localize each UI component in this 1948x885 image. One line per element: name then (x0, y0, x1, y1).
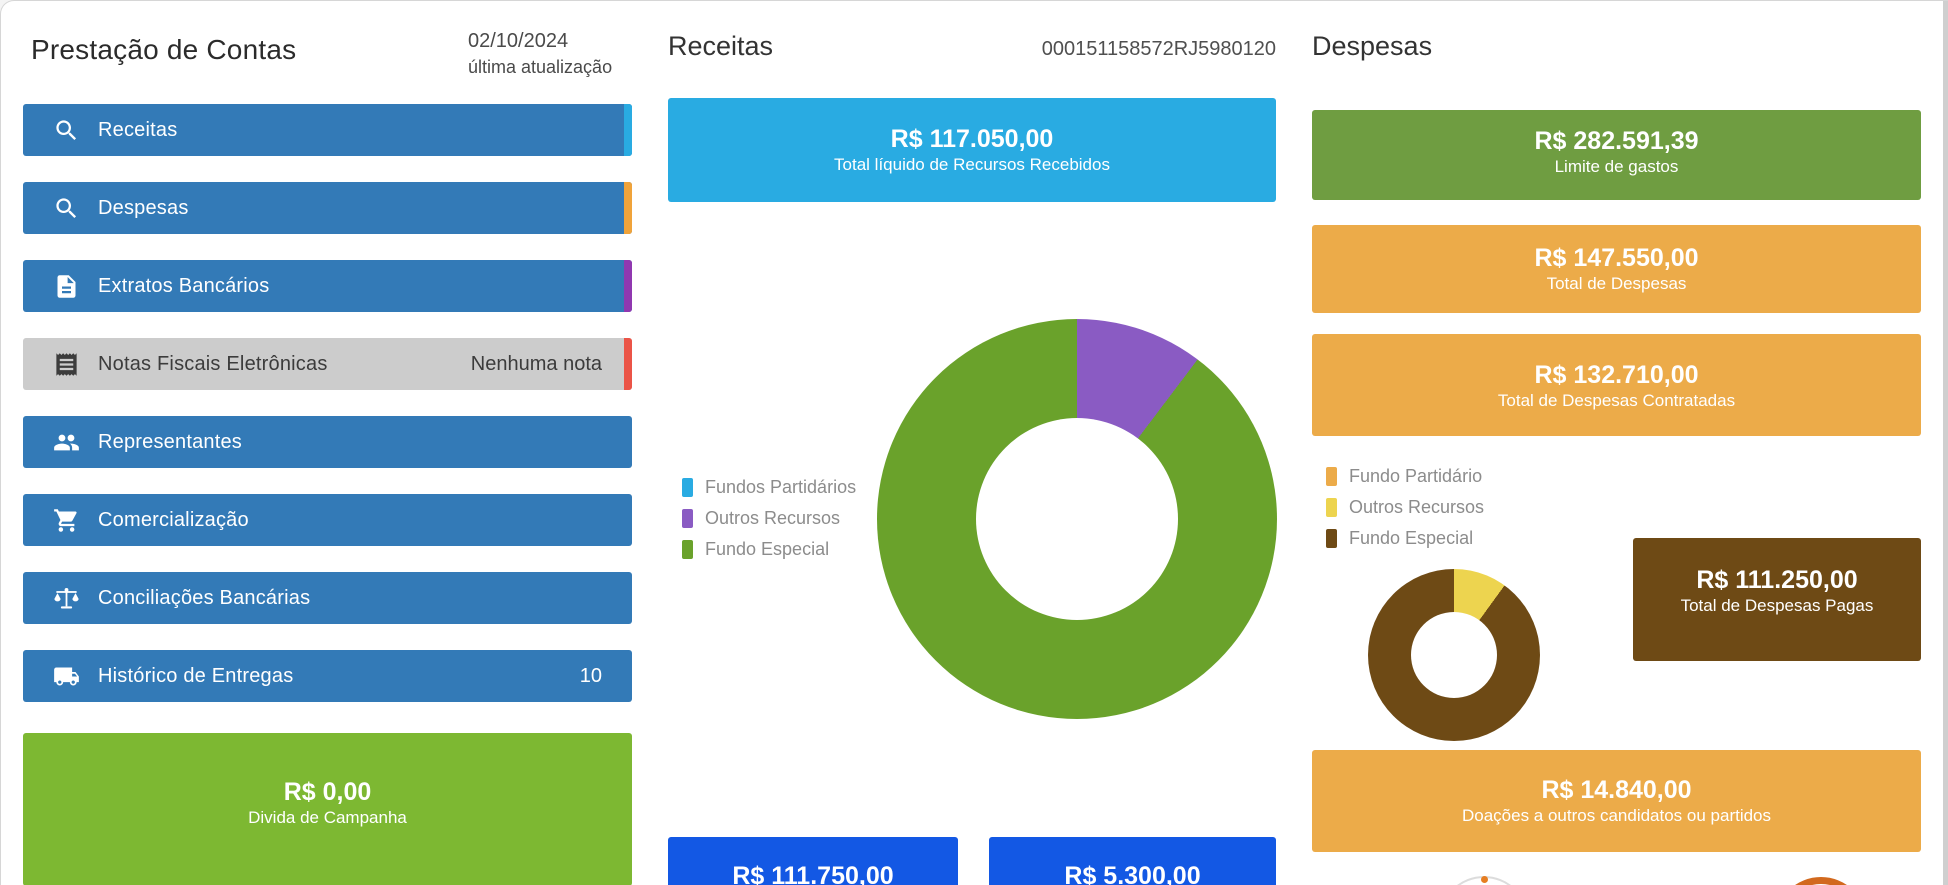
legend-swatch (682, 540, 693, 559)
card-value: R$ 111.250,00 (1696, 566, 1858, 594)
card-value: R$ 14.840,00 (1541, 776, 1692, 804)
legend-swatch (1326, 498, 1337, 517)
doacoes-a-outros-card: R$ 14.840,00 Doações a outros candidatos… (1312, 750, 1921, 852)
legend-label: Fundo Especial (1349, 528, 1474, 548)
card-value: R$ 5.300,00 (1064, 862, 1201, 885)
legend-swatch (682, 478, 693, 497)
legend-label: Fundo Partidário (1349, 466, 1483, 486)
total-de-despesas-card: R$ 147.550,00 Total de Despesas (1312, 225, 1921, 313)
card-value: R$ 111.750,00 (732, 862, 894, 885)
cart-icon (53, 507, 80, 534)
card-value: R$ 117.050,00 (890, 125, 1054, 153)
legend-swatch (1326, 467, 1337, 486)
gauge-marker-dot (1481, 876, 1488, 883)
sidebar-item-label: Notas Fiscais Eletrônicas (98, 352, 328, 375)
sidebar-item-representantes[interactable]: Representantes (23, 416, 632, 468)
outros-recursos-recebidos-card: R$ 5.300,00 (989, 837, 1276, 885)
people-icon (53, 429, 80, 456)
legend-item: Outros Recursos (682, 508, 856, 528)
card-label: Doações a outros candidatos ou partidos (1461, 806, 1772, 825)
search-icon (53, 195, 80, 222)
legend-item: Fundo Especial (682, 539, 856, 559)
donut-hole (1411, 612, 1497, 698)
sidebar-item-label: Comercialização (98, 508, 249, 531)
despesas-chart-legend: Fundo Partidário Outros Recursos Fundo E… (1326, 466, 1485, 560)
page-title: Prestação de Contas (31, 34, 297, 65)
sidebar-item-badge: 10 (579, 664, 602, 687)
despesas-pagas-card: R$ 111.250,00 Total de Despesas Pagas (1633, 538, 1921, 661)
despesas-contratadas-card: R$ 132.710,00 Total de Despesas Contrata… (1312, 334, 1921, 436)
legend-label: Outros Recursos (705, 508, 841, 528)
total-recursos-recebidos-card: R$ 117.050,00 Total líquido de Recursos … (668, 98, 1276, 202)
sidebar-item-conciliacoes-bancarias[interactable]: Conciliações Bancárias (23, 572, 632, 624)
sidebar-item-historico-de-entregas[interactable]: Histórico de Entregas 10 (23, 650, 632, 702)
legend-swatch (682, 509, 693, 528)
sidebar-item-comercializacao[interactable]: Comercialização (23, 494, 632, 546)
card-value: R$ 0,00 (283, 778, 372, 806)
card-label: Total de Despesas (1546, 274, 1687, 293)
receitas-title: Receitas (668, 31, 774, 61)
despesas-donut-chart (1368, 569, 1540, 741)
scale-icon (53, 585, 80, 612)
legend-label: Fundos Partidários (705, 477, 857, 497)
sidebar-item-despesas[interactable]: Despesas (23, 182, 632, 234)
receitas-header: Receitas 000151158572RJ5980120 (668, 31, 1276, 62)
accent-strip (624, 104, 632, 156)
last-update-label: última atualização (468, 57, 613, 77)
card-label: Limite de gastos (1554, 157, 1679, 176)
last-update-date: 02/10/2024 (468, 30, 569, 52)
campaign-debt-card: R$ 0,00 Divida de Campanha (23, 733, 632, 885)
sidebar: Prestação de Contas 02/10/2024 última at… (23, 1, 632, 885)
document-icon (53, 273, 80, 300)
receitas-donut-chart (877, 319, 1277, 719)
gauge-ring-partial (1775, 877, 1867, 885)
receipt-icon (53, 351, 80, 378)
truck-icon (53, 663, 80, 690)
card-label: Total de Despesas Pagas (1680, 596, 1874, 615)
sidebar-item-label: Extratos Bancários (98, 274, 270, 297)
legend-item: Fundo Partidário (1326, 466, 1484, 486)
fundo-especial-recebido-card: R$ 111.750,00 (668, 837, 958, 885)
legend-label: Fundo Especial (705, 539, 830, 559)
despesas-panel: Despesas R$ 282.591,39 Limite de gastos … (1312, 1, 1921, 885)
accent-strip (624, 338, 632, 390)
accent-strip (624, 260, 632, 312)
last-update: 02/10/2024 última atualização (468, 28, 612, 80)
legend-item: Outros Recursos (1326, 497, 1485, 517)
window-right-edge (1943, 1, 1948, 885)
sidebar-item-extratos-bancarios[interactable]: Extratos Bancários (23, 260, 632, 312)
legend-swatch (1326, 529, 1337, 548)
legend-item: Fundos Partidários (682, 477, 857, 497)
card-label: Divida de Campanha (248, 808, 407, 827)
sidebar-item-label: Despesas (98, 196, 189, 219)
receitas-chart-legend: Fundos Partidários Outros Recursos Fundo… (682, 477, 857, 571)
card-value: R$ 147.550,00 (1534, 244, 1699, 272)
sidebar-item-badge: Nenhuma nota (470, 352, 602, 375)
card-label: Total líquido de Recursos Recebidos (834, 155, 1110, 174)
limite-de-gastos-card: R$ 282.591,39 Limite de gastos (1312, 110, 1921, 200)
accountability-reference-id: 000151158572RJ5980120 (1041, 38, 1276, 60)
sidebar-menu: Receitas Despesas Extratos Bancários (23, 104, 632, 728)
card-value: R$ 282.591,39 (1534, 127, 1699, 155)
sidebar-item-label: Histórico de Entregas (98, 664, 294, 687)
card-label: Total de Despesas Contratadas (1497, 391, 1736, 410)
despesas-header: Despesas (1312, 31, 1921, 62)
sidebar-item-label: Conciliações Bancárias (98, 586, 311, 609)
accent-strip (624, 182, 632, 234)
donut-hole (976, 418, 1178, 620)
legend-label: Outros Recursos (1349, 497, 1485, 517)
legend-item: Fundo Especial (1326, 528, 1484, 548)
receitas-panel: Receitas 000151158572RJ5980120 R$ 117.05… (668, 1, 1277, 885)
despesas-title: Despesas (1312, 31, 1433, 61)
sidebar-item-label: Representantes (98, 430, 243, 453)
sidebar-item-label: Receitas (98, 118, 178, 141)
search-icon (53, 117, 80, 144)
sidebar-item-notas-fiscais[interactable]: Notas Fiscais Eletrônicas Nenhuma nota (23, 338, 632, 390)
sidebar-item-receitas[interactable]: Receitas (23, 104, 632, 156)
card-value: R$ 132.710,00 (1534, 361, 1699, 389)
